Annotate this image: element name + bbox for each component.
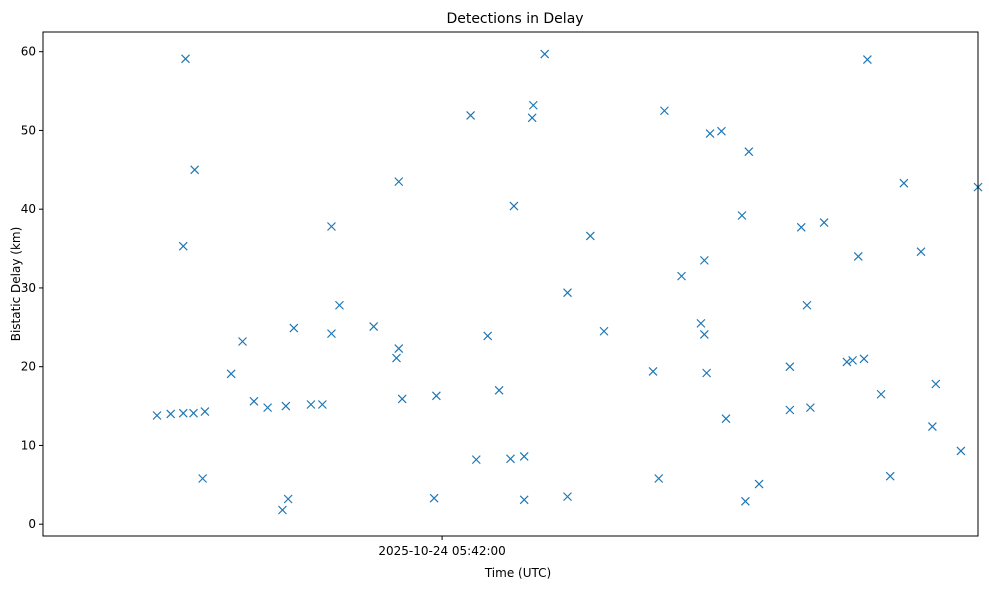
data-point xyxy=(429,493,439,503)
data-point xyxy=(696,318,706,328)
data-point xyxy=(466,111,476,120)
data-point xyxy=(527,113,537,123)
data-point xyxy=(394,344,404,353)
data-point xyxy=(848,355,857,365)
data-points xyxy=(152,49,983,515)
data-point xyxy=(744,147,754,157)
data-point xyxy=(885,471,895,481)
data-point xyxy=(519,495,529,505)
data-point xyxy=(737,211,747,220)
data-point xyxy=(705,129,715,139)
y-tick-label: 0 xyxy=(28,517,36,531)
data-point xyxy=(528,100,538,110)
data-point xyxy=(785,405,795,415)
data-point xyxy=(519,452,529,461)
plot-frame xyxy=(42,31,979,537)
data-point xyxy=(721,414,731,424)
data-point xyxy=(249,396,259,406)
data-point xyxy=(740,496,750,506)
data-point xyxy=(281,401,291,411)
data-point xyxy=(394,177,404,187)
data-point xyxy=(853,252,863,261)
data-point xyxy=(471,455,481,465)
y-tick-label: 10 xyxy=(21,438,36,452)
y-tick-label: 60 xyxy=(21,45,36,59)
data-point xyxy=(599,326,609,336)
data-point xyxy=(483,331,493,341)
data-point xyxy=(200,407,210,416)
data-point xyxy=(699,329,709,339)
y-axis: 0 10 20 30 40 50 60 xyxy=(21,45,43,531)
data-point xyxy=(802,300,812,310)
data-point xyxy=(859,354,869,364)
data-point xyxy=(369,322,379,331)
data-point xyxy=(956,446,966,456)
y-axis-title: Bistatic Delay (km) xyxy=(9,227,23,342)
data-point xyxy=(819,218,829,227)
data-point xyxy=(563,288,572,298)
data-point xyxy=(166,409,176,419)
data-point xyxy=(178,241,188,251)
data-point xyxy=(717,126,726,136)
data-point xyxy=(397,394,407,404)
data-point xyxy=(677,271,686,281)
data-point xyxy=(327,329,336,339)
data-point xyxy=(648,366,658,376)
data-point xyxy=(431,391,441,401)
data-point xyxy=(796,222,806,232)
data-point xyxy=(916,247,926,257)
data-point xyxy=(181,54,190,64)
data-point xyxy=(509,201,519,211)
y-tick-label: 30 xyxy=(21,281,36,295)
data-point xyxy=(927,422,937,431)
data-point xyxy=(178,408,188,418)
data-point xyxy=(585,231,595,241)
data-point xyxy=(805,403,815,413)
data-point xyxy=(876,389,886,399)
y-tick-label: 50 xyxy=(21,123,36,137)
data-point xyxy=(226,369,236,379)
data-point xyxy=(702,368,712,378)
data-point xyxy=(862,55,872,64)
data-point xyxy=(189,408,198,418)
data-point xyxy=(263,403,273,413)
x-axis: 2025-10-24 05:42:002025-10-24 05:43:0020… xyxy=(378,536,506,558)
y-tick-label: 20 xyxy=(21,360,36,374)
data-point xyxy=(190,165,200,175)
data-point xyxy=(327,222,336,231)
x-tick-label: 2025-10-24 05:42:00 xyxy=(378,544,505,558)
data-point xyxy=(198,474,208,483)
data-point xyxy=(494,385,504,395)
data-point xyxy=(563,492,572,502)
data-point xyxy=(899,178,909,188)
data-point xyxy=(317,400,327,409)
data-point xyxy=(306,400,316,409)
data-point xyxy=(283,494,293,504)
data-point xyxy=(842,357,852,367)
data-point xyxy=(785,362,795,372)
data-point xyxy=(931,379,941,389)
chart-title: Detections in Delay xyxy=(446,11,583,27)
data-point xyxy=(699,255,709,265)
data-point xyxy=(289,323,299,333)
data-point xyxy=(335,300,344,310)
data-point xyxy=(654,474,664,483)
data-point xyxy=(660,106,669,116)
data-point xyxy=(278,505,287,515)
data-point xyxy=(506,454,515,464)
data-point xyxy=(238,337,247,346)
y-tick-label: 40 xyxy=(21,202,36,216)
data-point xyxy=(392,353,401,363)
x-axis-title: Time (UTC) xyxy=(484,566,551,580)
data-point xyxy=(152,411,162,420)
data-point xyxy=(540,49,550,59)
data-point xyxy=(754,479,764,489)
